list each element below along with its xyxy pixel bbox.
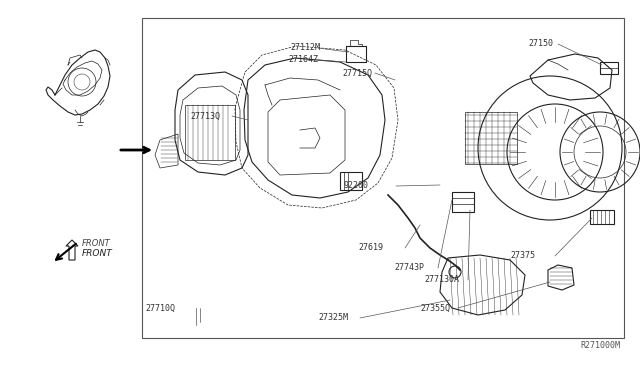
- Bar: [600, 62, 618, 74]
- Text: 27743P: 27743P: [394, 263, 424, 273]
- Text: 27375: 27375: [510, 251, 535, 260]
- Text: 27112M: 27112M: [290, 44, 320, 52]
- Text: 92200: 92200: [344, 182, 369, 190]
- Bar: [346, 46, 366, 62]
- Text: 27710Q: 27710Q: [145, 304, 175, 312]
- Text: 27355Q: 27355Q: [420, 304, 450, 312]
- Bar: [142, 18, 624, 338]
- Text: R271000M: R271000M: [580, 340, 620, 350]
- Bar: [590, 210, 614, 224]
- Bar: [340, 172, 362, 190]
- Bar: [452, 192, 474, 212]
- Text: 277130A: 277130A: [424, 276, 459, 285]
- Text: 27715Q: 27715Q: [342, 68, 372, 77]
- Text: FRONT: FRONT: [82, 250, 113, 259]
- Text: 27713Q: 27713Q: [190, 112, 220, 121]
- Polygon shape: [66, 240, 78, 260]
- Text: 27164Z: 27164Z: [288, 55, 318, 64]
- Text: 27325M: 27325M: [318, 314, 348, 323]
- Text: 27150: 27150: [528, 39, 553, 48]
- Text: FRONT: FRONT: [82, 240, 111, 248]
- Text: 27619: 27619: [358, 244, 383, 253]
- Bar: [185, 105, 235, 160]
- Bar: [465, 112, 517, 164]
